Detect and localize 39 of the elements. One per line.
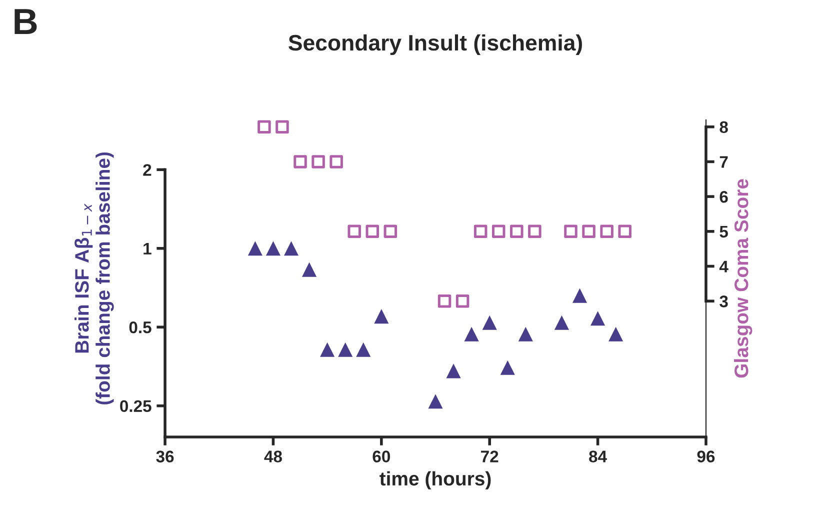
point <box>356 342 371 357</box>
y-tick-label: 0.5 <box>129 322 152 334</box>
x-tick-label: 36 <box>156 450 174 462</box>
x-tick-label: 96 <box>697 450 715 462</box>
x-tick-label: 60 <box>372 450 390 462</box>
point <box>554 315 570 330</box>
x-axis-title: time (hours) <box>380 471 491 490</box>
y-tick-label: 1 <box>144 242 152 254</box>
point <box>446 364 461 378</box>
point <box>284 241 299 256</box>
point <box>464 326 479 342</box>
point <box>482 315 497 330</box>
point <box>248 241 262 256</box>
chart-title: Secondary Insult (ischemia) <box>288 34 582 56</box>
y2-axis-title: Glasgow Coma Score <box>734 179 752 378</box>
point <box>518 326 533 342</box>
y-tick-label: 2 <box>143 164 152 176</box>
x-tick-label: 72 <box>481 450 498 462</box>
point <box>428 394 443 409</box>
point <box>572 288 588 303</box>
y2-tick-label: 8 <box>720 121 728 134</box>
point <box>500 360 515 375</box>
x-tick-label: 48 <box>264 450 282 462</box>
y2-tick-label: 6 <box>720 190 728 203</box>
point <box>590 311 606 326</box>
point <box>608 326 624 342</box>
text: B <box>14 9 37 34</box>
y2-tick-label: 3 <box>720 295 728 308</box>
x-tick-label: 84 <box>589 450 607 462</box>
point <box>320 342 335 357</box>
y-tick-label: 0.25 <box>120 400 152 412</box>
y-axis-title: Brain ISF Aβ$_{1−x}$ (fold change from baseline) <box>74 152 114 404</box>
y2-tick-label: 5 <box>720 226 728 238</box>
point <box>266 241 280 256</box>
point <box>302 262 317 277</box>
y2-tick-label: 4 <box>719 260 728 272</box>
y2-tick-label: 7 <box>720 156 728 168</box>
point <box>338 342 353 357</box>
point <box>374 309 389 324</box>
